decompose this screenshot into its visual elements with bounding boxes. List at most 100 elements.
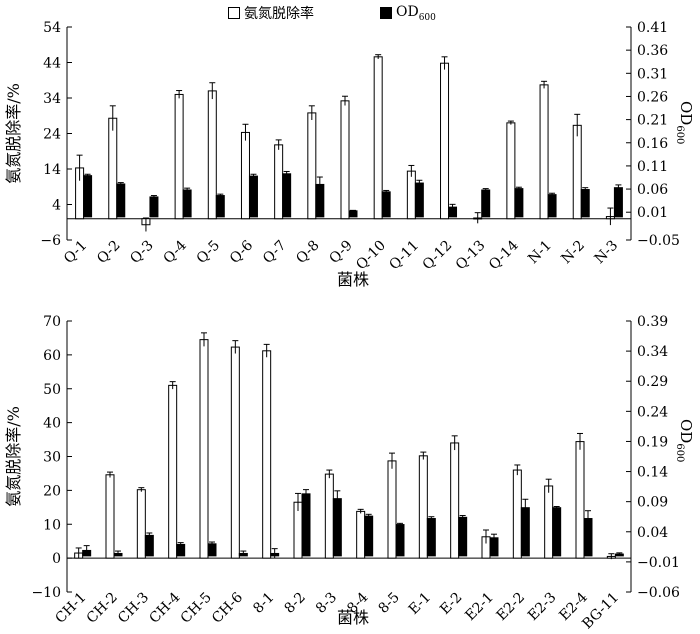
bar-removal-Q-8 bbox=[307, 112, 317, 220]
bar-od600-Q-11 bbox=[414, 182, 424, 218]
bar-od600-Q-14 bbox=[514, 188, 524, 218]
chart-panel-2: −10 0 10 20 30 40 50 60 70 −0.06 −0.01 0.04 0.09 0.14… bbox=[4, 314, 695, 632]
right-tick-label: 0.14 bbox=[637, 465, 668, 481]
bar-removal-N-1 bbox=[539, 84, 549, 220]
legend-label-removal-rate: 氨氮脱除率 bbox=[244, 6, 314, 22]
bar-od600-E-1 bbox=[426, 518, 436, 557]
right-tick-label: −0.01 bbox=[637, 555, 680, 571]
bar-removal-CH-2 bbox=[105, 474, 115, 559]
right-tick-label: −0.05 bbox=[637, 233, 680, 249]
category-label-CH-4: CH-4 bbox=[146, 589, 183, 626]
bar-od600-N-1 bbox=[547, 194, 557, 218]
bar-od600-8-2 bbox=[301, 493, 311, 557]
category-label-Q-11: Q-11 bbox=[386, 238, 422, 274]
category-label-N-2: N-2 bbox=[558, 238, 588, 268]
bar-removal-E2-4 bbox=[575, 441, 585, 559]
right-tick-label: 0.16 bbox=[637, 136, 668, 152]
bar-removal-CH-6 bbox=[230, 346, 240, 559]
bar-removal-8-3 bbox=[324, 473, 334, 559]
bar-od600-Q-5 bbox=[215, 195, 225, 218]
x-axis-label: 菌株 bbox=[337, 270, 369, 289]
category-label-Q-9: Q-9 bbox=[326, 238, 355, 267]
right-tick-label: 0.26 bbox=[637, 89, 668, 105]
bar-removal-Q-5 bbox=[207, 90, 217, 220]
y-axis-label: 氨氮脱除率/% bbox=[4, 406, 23, 507]
category-label-Q-1: Q-1 bbox=[61, 238, 90, 267]
y-axis-label: 氨氮脱除率/% bbox=[4, 83, 23, 184]
right-tick-label: 0.09 bbox=[637, 495, 668, 511]
category-label-Q-2: Q-2 bbox=[94, 238, 123, 267]
category-label-8-2: 8-2 bbox=[282, 590, 309, 617]
bar-removal-N-2 bbox=[572, 124, 582, 220]
left-tick-label: 40 bbox=[43, 416, 61, 432]
bar-removal-CH-5 bbox=[199, 339, 209, 559]
right-tick-label: 0.29 bbox=[637, 374, 668, 390]
bar-removal-8-4 bbox=[356, 510, 366, 559]
bar-od600-E2-3 bbox=[552, 507, 562, 557]
right-tick-label: 0.34 bbox=[637, 344, 668, 360]
left-tick-label: 10 bbox=[43, 517, 61, 533]
category-label-Q-7: Q-7 bbox=[260, 238, 289, 267]
left-tick-label: 60 bbox=[43, 348, 61, 364]
right-tick-label: 0.11 bbox=[637, 159, 668, 175]
left-tick-label: 44 bbox=[43, 56, 61, 72]
right-tick-label: −0.06 bbox=[637, 585, 680, 601]
y2-axis-label: OD600 bbox=[674, 419, 695, 462]
bar-removal-Q-4 bbox=[174, 93, 184, 220]
right-tick-label: 0.24 bbox=[637, 404, 668, 420]
legend-label-od600: OD600 bbox=[396, 3, 436, 23]
bar-od600-Q-6 bbox=[248, 175, 258, 218]
left-tick-label: 34 bbox=[43, 91, 61, 107]
bar-od600-Q-2 bbox=[116, 183, 126, 218]
left-tick-label: −6 bbox=[40, 233, 61, 249]
bar-removal-Q-2 bbox=[108, 117, 118, 220]
bar-removal-CH-3 bbox=[136, 489, 146, 559]
bar-removal-E2-2 bbox=[512, 469, 522, 559]
left-tick-label: 50 bbox=[43, 382, 61, 398]
left-tick-label: 30 bbox=[43, 450, 61, 466]
bar-od600-Q-10 bbox=[381, 191, 391, 218]
left-tick-label: −10 bbox=[31, 585, 61, 601]
bar-od600-Q-4 bbox=[182, 189, 192, 218]
category-label-Q-8: Q-8 bbox=[293, 238, 322, 267]
right-tick-label: 0.36 bbox=[637, 43, 668, 59]
left-tick-label: 0 bbox=[52, 551, 61, 567]
bar-od600-Q-7 bbox=[282, 173, 292, 218]
category-label-E2-1: E2-1 bbox=[462, 590, 496, 624]
right-tick-label: 0.39 bbox=[637, 314, 668, 330]
bar-od600-8-5 bbox=[395, 524, 405, 557]
right-tick-label: 0.04 bbox=[637, 525, 668, 541]
left-tick-label: 24 bbox=[43, 127, 61, 143]
category-label-E-1: E-1 bbox=[406, 590, 434, 618]
category-label-Q-6: Q-6 bbox=[227, 237, 257, 267]
bar-od600-Q-3 bbox=[149, 196, 159, 218]
category-label-CH-3: CH-3 bbox=[115, 590, 152, 627]
category-label-CH-2: CH-2 bbox=[84, 590, 121, 627]
category-label-E2-3: E2-3 bbox=[525, 590, 559, 624]
right-tick-label: 0.21 bbox=[637, 113, 668, 129]
left-tick-label: 70 bbox=[43, 314, 61, 330]
category-label-8-1: 8-1 bbox=[250, 590, 277, 617]
legend-swatch-filled bbox=[380, 7, 392, 19]
y2-axis-label: OD600 bbox=[674, 101, 695, 144]
right-tick-label: 0.19 bbox=[637, 434, 668, 450]
bar-removal-E2-3 bbox=[544, 485, 554, 559]
category-label-E2-2: E2-2 bbox=[494, 590, 528, 624]
legend-item-removal-rate: 氨氮脱除率 bbox=[228, 3, 314, 23]
bar-od600-Q-1 bbox=[83, 175, 93, 218]
category-label-Q-4: Q-4 bbox=[161, 237, 191, 267]
bar-od600-Q-13 bbox=[481, 189, 491, 218]
chart-legend: 氨氮脱除率 OD600 bbox=[228, 4, 502, 22]
legend-swatch-open bbox=[228, 7, 240, 19]
category-label-CH-6: CH-6 bbox=[209, 589, 246, 626]
left-tick-label: 54 bbox=[43, 20, 61, 36]
bar-od600-N-3 bbox=[613, 187, 623, 218]
category-label-E-2: E-2 bbox=[437, 590, 465, 618]
bar-removal-Q-10 bbox=[373, 56, 383, 220]
category-label-N-3: N-3 bbox=[592, 238, 622, 268]
left-tick-label: 14 bbox=[43, 162, 61, 178]
category-label-Q-5: Q-5 bbox=[194, 238, 223, 267]
left-tick-label: 4 bbox=[52, 198, 61, 214]
category-label-N-1: N-1 bbox=[525, 238, 555, 268]
bar-removal-E-2 bbox=[450, 442, 460, 559]
